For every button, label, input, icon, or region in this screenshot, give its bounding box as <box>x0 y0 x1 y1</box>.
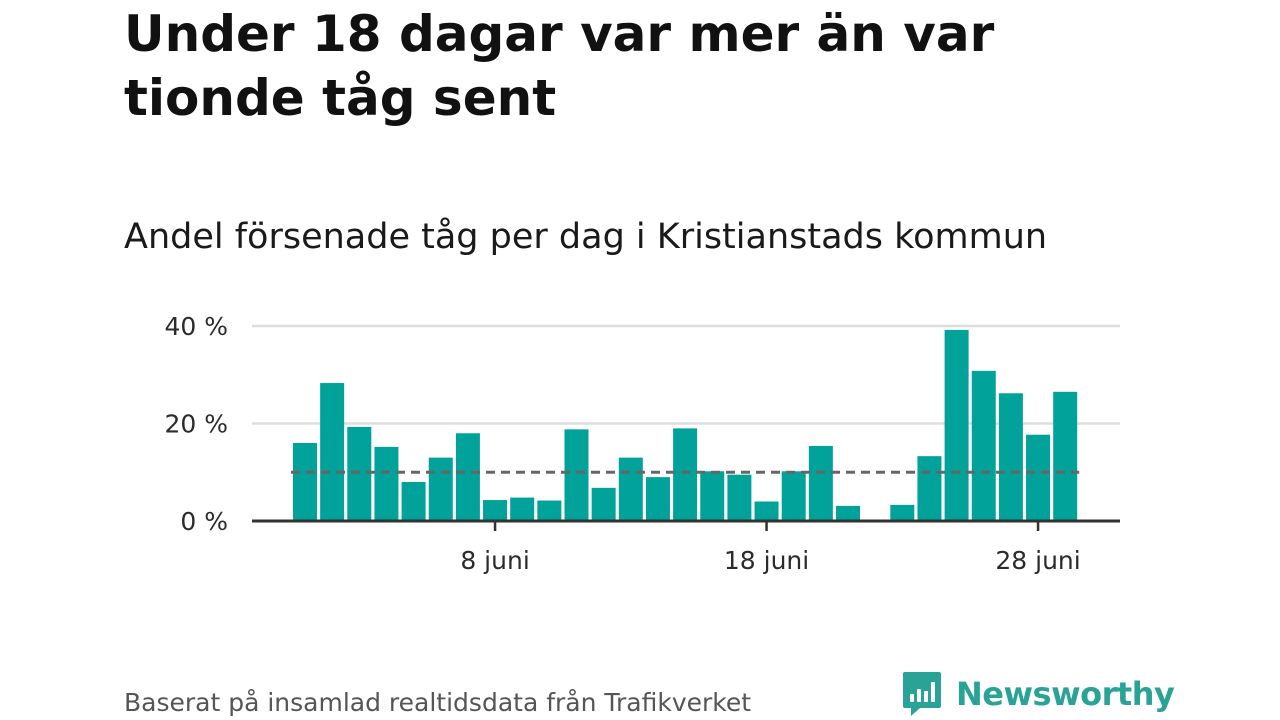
bar <box>401 482 426 521</box>
bar <box>537 500 562 521</box>
bar <box>700 471 725 521</box>
bar <box>374 446 399 521</box>
bar <box>917 456 942 521</box>
bar <box>781 471 806 521</box>
brand-logo: Newsworthy <box>902 670 1175 718</box>
x-tick-label: 8 juni <box>460 546 529 575</box>
bar <box>673 428 698 521</box>
x-tick-label: 28 juni <box>995 546 1080 575</box>
bar <box>1026 434 1051 521</box>
bar <box>971 370 996 521</box>
bar <box>483 500 508 521</box>
bar <box>836 505 860 521</box>
bar <box>890 504 915 521</box>
bar <box>347 426 372 521</box>
y-tick-label: 20 % <box>164 410 228 439</box>
bar <box>564 429 589 521</box>
x-tick-label: 18 juni <box>724 546 809 575</box>
brand-name: Newsworthy <box>956 675 1175 713</box>
bar <box>618 457 643 521</box>
bar <box>455 433 480 521</box>
bar <box>1053 391 1078 521</box>
bars <box>293 329 1078 521</box>
bar <box>510 497 535 521</box>
bar <box>320 383 345 521</box>
y-tick-label: 40 % <box>164 312 228 341</box>
chart-subtitle: Andel försenade tåg per dag i Kristianst… <box>124 217 1048 257</box>
bar <box>428 457 453 521</box>
bar <box>727 474 752 521</box>
bar <box>944 329 969 521</box>
source-note: Baserat på insamlad realtidsdata från Tr… <box>124 688 752 717</box>
axes: 0 % 20 % 40 % 8 juni 18 juni 28 juni <box>164 312 1120 575</box>
bar <box>293 443 317 521</box>
bar <box>754 501 779 521</box>
bar <box>591 487 616 521</box>
bar <box>645 477 670 521</box>
bar <box>808 445 833 521</box>
y-tick-label: 0 % <box>180 507 228 536</box>
newsworthy-logo-icon <box>903 672 941 716</box>
chart-title: Under 18 dagar var mer än var tionde tåg… <box>124 5 995 127</box>
bar <box>998 393 1023 521</box>
